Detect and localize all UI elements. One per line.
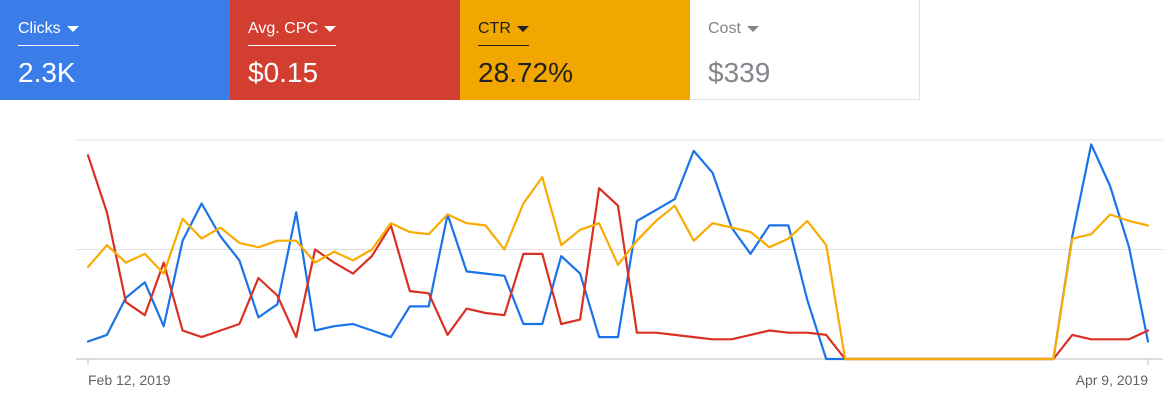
metric-cards: Clicks 2.3K Avg. CPC $0.15 CTR 28.72% Co… <box>0 0 920 100</box>
series-line-avg-cpc <box>86 154 1150 361</box>
metric-card-avg-cpc[interactable]: Avg. CPC $0.15 <box>230 0 460 100</box>
metric-card-cost[interactable]: Cost $339 <box>690 0 920 100</box>
metric-label: CTR <box>478 20 511 37</box>
metric-label: Clicks <box>18 20 61 37</box>
caret-down-icon <box>66 26 79 32</box>
metric-value: 28.72% <box>478 57 573 88</box>
x-tick-label: Apr 9, 2019 <box>1076 372 1149 388</box>
metric-label: Cost <box>708 20 741 37</box>
metric-selector-ctr[interactable]: CTR <box>478 19 529 46</box>
metric-selector-clicks[interactable]: Clicks <box>18 19 79 46</box>
caret-down-icon <box>746 26 759 32</box>
metric-value: $0.15 <box>248 57 319 88</box>
series-line-clicks <box>86 143 1150 361</box>
metric-selector-cost[interactable]: Cost <box>708 19 759 45</box>
metric-card-ctr[interactable]: CTR 28.72% <box>460 0 690 100</box>
series-line-ctr <box>86 176 1150 361</box>
metric-value: $339 <box>708 57 771 88</box>
metric-label: Avg. CPC <box>248 20 318 37</box>
x-tick-label: Feb 12, 2019 <box>88 372 171 388</box>
metric-card-clicks[interactable]: Clicks 2.3K <box>0 0 230 100</box>
caret-down-icon <box>323 26 336 32</box>
performance-line-chart: Feb 12, 2019 Apr 9, 2019 <box>76 139 1163 388</box>
metric-selector-avg-cpc[interactable]: Avg. CPC <box>248 19 336 46</box>
metric-value: 2.3K <box>18 57 76 88</box>
caret-down-icon <box>516 26 529 32</box>
